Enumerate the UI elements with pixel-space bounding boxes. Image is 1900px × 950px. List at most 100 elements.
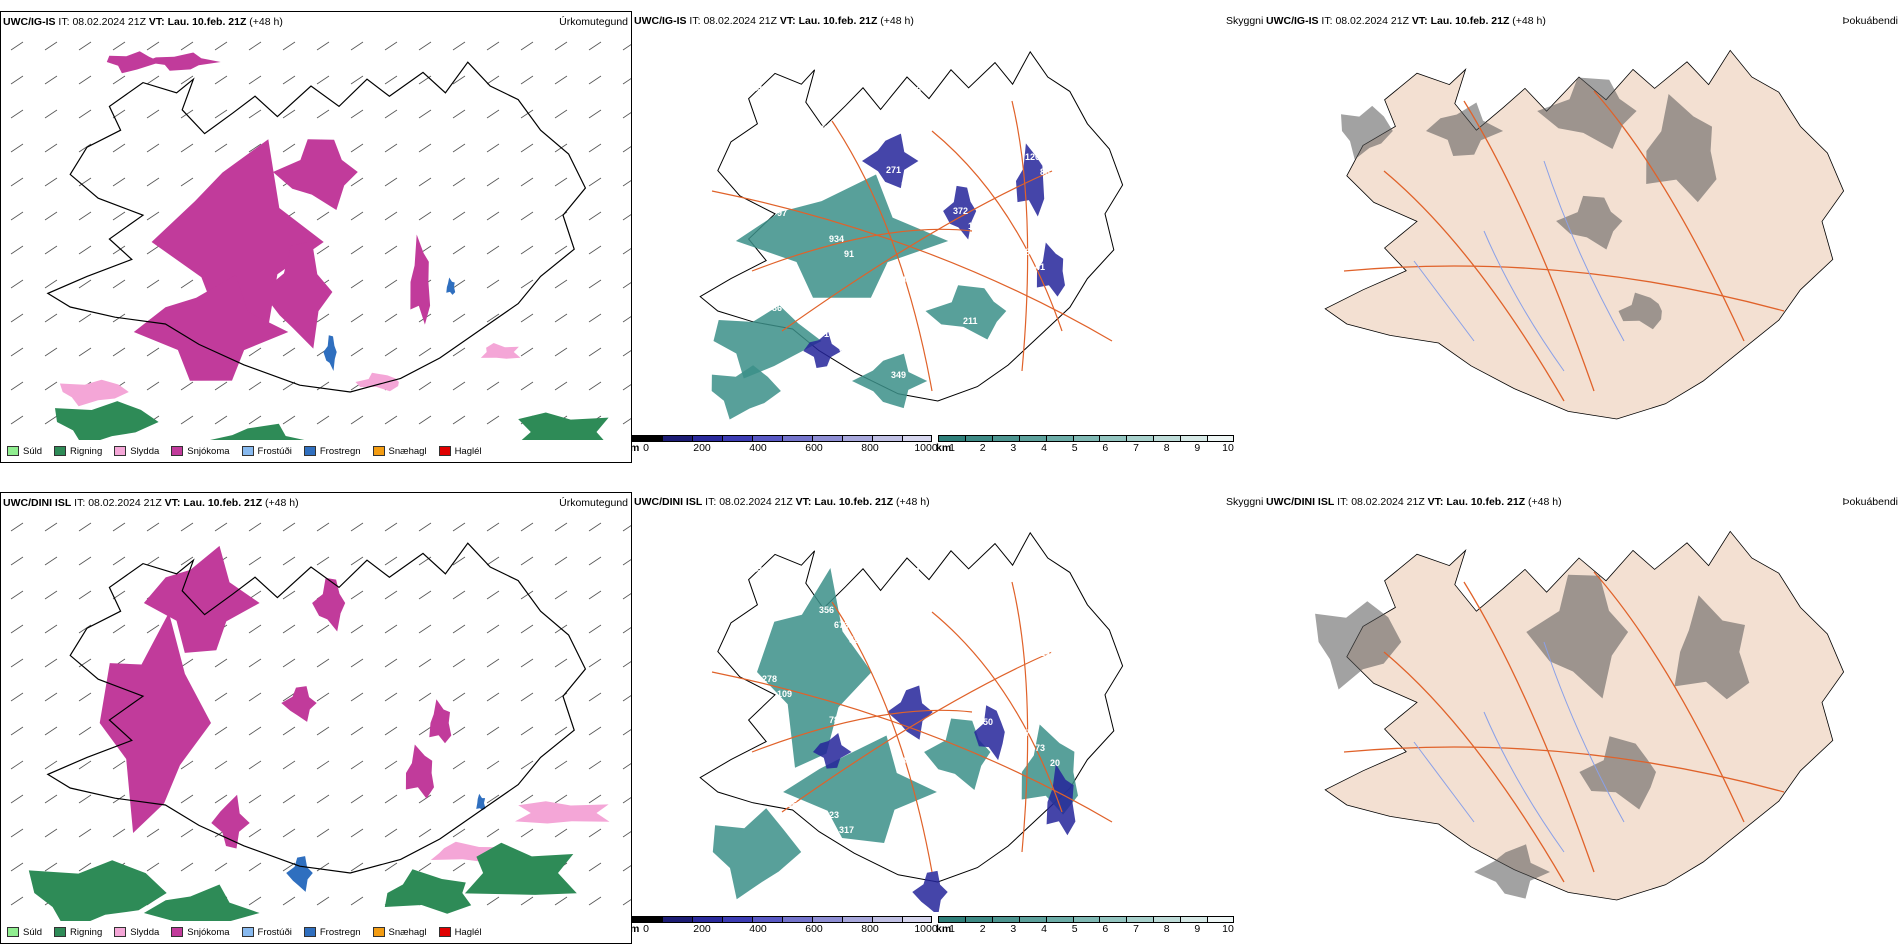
wind-barb <box>486 896 500 906</box>
wind-barb <box>622 865 631 872</box>
precip-type-regions <box>28 545 610 938</box>
wind-barb <box>520 726 534 736</box>
wind-barb <box>78 279 92 289</box>
wind-barb <box>10 624 24 634</box>
wind-barb <box>554 726 568 736</box>
wind-barb <box>384 760 398 770</box>
precip-legend-item: Haglél <box>438 446 482 457</box>
scale-color-bar <box>938 916 1234 923</box>
visibility-value-label: 372 <box>953 206 968 216</box>
visibility-value-label: 148 <box>1040 648 1055 658</box>
wind-barb <box>180 75 194 85</box>
visibility-value-label: 271 <box>886 165 901 175</box>
wind-barb <box>10 75 24 85</box>
scale-segment <box>872 435 902 442</box>
wind-barb <box>384 41 398 51</box>
visibility-km-area <box>711 365 781 420</box>
wind-barb <box>316 828 330 838</box>
rain-area <box>464 842 577 895</box>
wind-barb <box>418 177 432 187</box>
road-line <box>781 651 1053 813</box>
visibility-value-label: 158 <box>901 180 916 190</box>
wind-barb <box>588 109 602 119</box>
river-line <box>1543 641 1625 823</box>
visibility-m-regions <box>813 685 1076 912</box>
wind-barb <box>520 624 534 634</box>
precip-type-title-1: Úrkomutegund <box>559 16 628 28</box>
visibility-panel-2: 234 356 434 79 274 331 223 709 549 491 278 78 985 213… <box>632 492 1264 944</box>
precip-legend-item: Snæhagl <box>372 446 427 457</box>
wind-barb <box>418 143 432 153</box>
legend-swatch <box>171 927 184 937</box>
wind-barb <box>452 211 466 221</box>
wind-barb <box>316 760 330 770</box>
wind-barb <box>622 384 631 391</box>
fog-map-1 <box>1324 49 1845 420</box>
wind-barb <box>350 692 364 702</box>
wind-barb <box>486 143 500 153</box>
wind-barb <box>486 522 500 532</box>
scale-segment <box>662 916 692 923</box>
visibility-value-label: 491 <box>1025 633 1040 643</box>
scale-segment <box>1018 435 1046 442</box>
precip-legend-item: Snjókoma <box>171 446 230 457</box>
visibility-value-label: 644 <box>1030 357 1045 367</box>
wind-barb <box>248 828 262 838</box>
wind-barb <box>554 177 568 187</box>
wind-barb <box>112 760 126 770</box>
fog-panel-2: UWC/DINI ISL IT: 08.02.2024 21Z VT: Lau.… <box>1264 492 1900 944</box>
wind-barb <box>588 726 602 736</box>
wind-barb <box>248 624 262 634</box>
visibility-value-label: 933 <box>911 771 926 781</box>
wind-barb <box>520 177 534 187</box>
scale-tick-labels: km 1 2 3 4 5 6 7 8 9 10 <box>936 442 1234 454</box>
visibility-title-1: Skyggni <box>1226 15 1264 27</box>
wind-barb <box>44 415 58 425</box>
visibility-m-area <box>813 733 852 769</box>
wind-barb <box>350 658 364 668</box>
wind-barb <box>112 279 126 289</box>
visibility-value-label: 211 <box>963 316 978 326</box>
visibility-value-labels: 184 238 271 372 287 204 186 349 82 120 51 934 944 211… <box>752 83 1050 380</box>
wind-barb <box>384 279 398 289</box>
fog-panel-1: UWC/IG-IS IT: 08.02.2024 21Z VT: Lau. 10… <box>1264 11 1900 463</box>
visibility-m-area <box>887 685 933 740</box>
wind-barb <box>44 75 58 85</box>
wind-barb <box>384 211 398 221</box>
fog-area <box>1341 105 1393 160</box>
road-line <box>1343 746 1785 793</box>
wind-barb <box>146 381 160 391</box>
wind-barb <box>554 75 568 85</box>
wind-barb <box>248 522 262 532</box>
visibility-value-label: 82 <box>958 111 968 121</box>
legend-swatch <box>438 446 451 456</box>
visibility-value-label: 317 <box>839 825 854 835</box>
wind-barb <box>350 522 364 532</box>
visibility-value-label: 200 <box>901 661 916 671</box>
visibility-value-label: 434 <box>886 646 901 656</box>
wind-barb <box>78 862 92 872</box>
sleet-area <box>59 379 129 407</box>
wind-barb <box>350 75 364 85</box>
precip-type-regions <box>55 51 610 460</box>
wind-barb <box>588 279 602 289</box>
wind-barb <box>452 828 466 838</box>
visibility-m-area <box>943 185 977 240</box>
wind-barb <box>350 211 364 221</box>
visibility-value-label: 94 <box>834 139 844 149</box>
scale-segment <box>1099 916 1127 923</box>
wind-barb <box>214 760 228 770</box>
wind-barb <box>384 726 398 736</box>
wind-barb <box>146 211 160 221</box>
scale-tick-label: 10 <box>1222 442 1234 454</box>
fog-map-2 <box>1315 530 1845 901</box>
scale-tick-label: 600 <box>805 442 823 454</box>
wind-barb <box>44 522 58 532</box>
visibility-panel-1: 184 238 271 372 287 204 186 349 82 120 51 934 944 211… <box>632 11 1264 463</box>
legend-label: Frostúði <box>257 445 292 457</box>
wind-barb <box>486 658 500 668</box>
scale-unit: km <box>936 923 952 935</box>
visibility-value-label: 331 <box>757 769 772 779</box>
wind-barb <box>146 109 160 119</box>
wind-barb <box>180 862 194 872</box>
